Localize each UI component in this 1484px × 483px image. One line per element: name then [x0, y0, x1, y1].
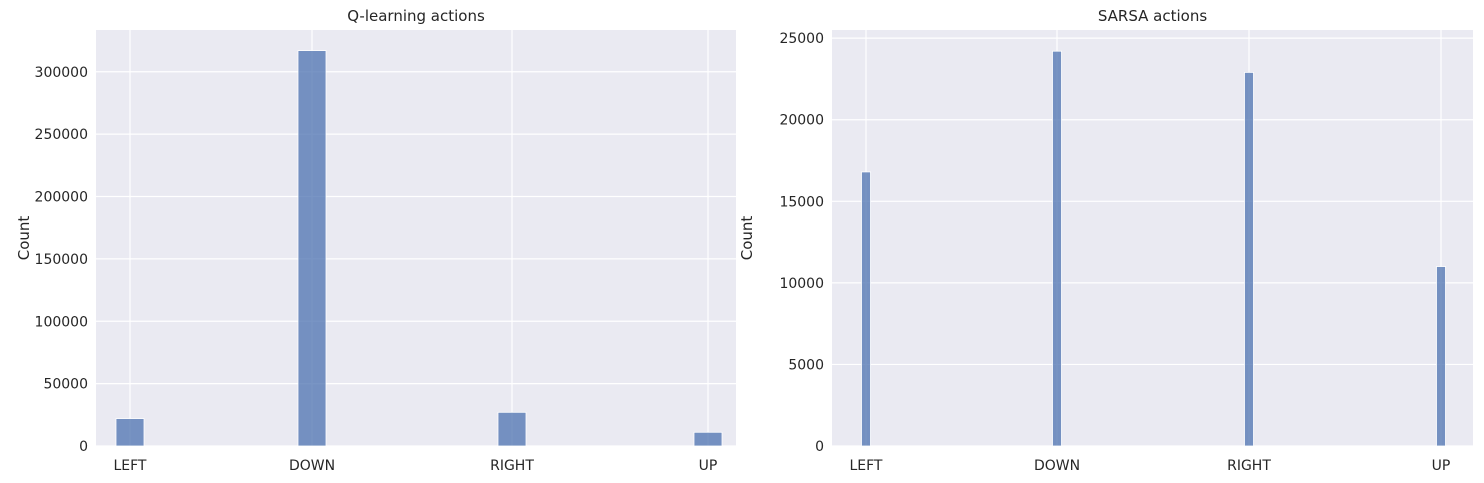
- q-learning-bars: [115, 50, 723, 447]
- q-learning-chart: 0 50000 100000 150000 200000 250000 300000 LEF…: [15, 7, 736, 474]
- y-tick-label: 150000: [35, 252, 88, 268]
- sarsa-bars: [861, 50, 1446, 447]
- bar-left: [115, 418, 145, 447]
- x-tick-label: LEFT: [849, 458, 882, 474]
- y-tick-label: 0: [815, 439, 824, 455]
- y-tick-label: 200000: [35, 190, 88, 206]
- bar-up: [1436, 266, 1446, 447]
- sarsa-chart: 0 5000 10000 15000 20000 25000 LEFT DOWN RIGHT U…: [738, 7, 1473, 474]
- y-tick-label: 250000: [35, 127, 88, 143]
- y-tick-label: 100000: [35, 314, 88, 330]
- bar-left: [861, 171, 871, 447]
- y-tick-label: 10000: [779, 276, 824, 292]
- bar-right: [1244, 72, 1254, 447]
- y-axis-label: Count: [738, 216, 756, 261]
- y-tick-label: 0: [79, 439, 88, 455]
- x-tick-label: UP: [699, 458, 718, 474]
- q-learning-y-ticks: 0 50000 100000 150000 200000 250000 300000: [35, 65, 88, 455]
- chart-title: SARSA actions: [1098, 7, 1207, 25]
- y-tick-label: 5000: [788, 357, 824, 373]
- x-tick-label: RIGHT: [490, 458, 534, 474]
- sarsa-plot-area: [832, 30, 1473, 446]
- bar-down: [297, 50, 327, 447]
- y-axis-label: Count: [15, 216, 33, 261]
- x-tick-label: RIGHT: [1227, 458, 1271, 474]
- sarsa-y-ticks: 0 5000 10000 15000 20000 25000: [779, 31, 824, 455]
- x-tick-label: DOWN: [1034, 458, 1080, 474]
- chart-title: Q-learning actions: [347, 7, 485, 25]
- q-learning-x-ticks: LEFT DOWN RIGHT UP: [113, 458, 717, 474]
- bar-right: [497, 411, 527, 447]
- y-tick-label: 50000: [43, 377, 88, 393]
- x-tick-label: DOWN: [289, 458, 335, 474]
- bar-up: [693, 431, 723, 447]
- x-tick-label: LEFT: [113, 458, 146, 474]
- y-tick-label: 20000: [779, 113, 824, 129]
- y-tick-label: 15000: [779, 194, 824, 210]
- sarsa-x-ticks: LEFT DOWN RIGHT UP: [849, 458, 1450, 474]
- bar-down: [1052, 50, 1062, 447]
- y-tick-label: 300000: [35, 65, 88, 81]
- y-tick-label: 25000: [779, 31, 824, 47]
- q-learning-plot-area: [96, 30, 736, 446]
- x-tick-label: UP: [1432, 458, 1451, 474]
